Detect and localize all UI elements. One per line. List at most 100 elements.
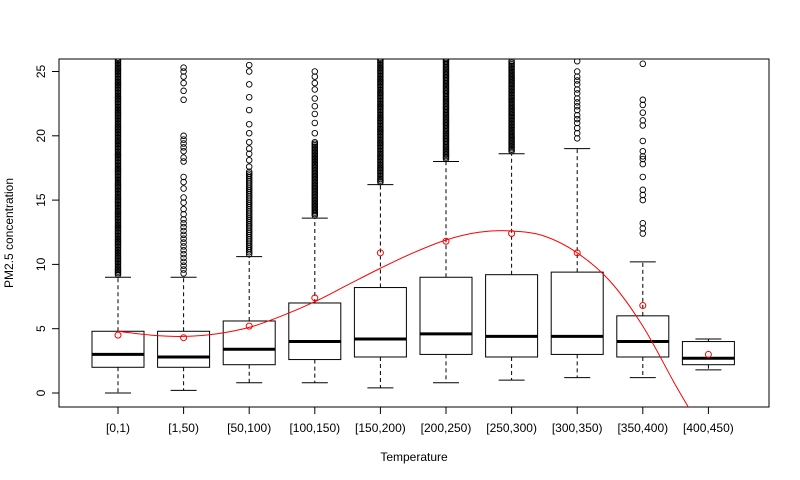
outlier-point [245, 93, 253, 101]
mean-point [376, 249, 384, 257]
outlier-point [180, 132, 187, 140]
outlier-point [180, 270, 187, 277]
outlier-point [573, 102, 581, 110]
y-tick-label: 15 [34, 193, 48, 207]
box-group [222, 61, 276, 384]
outlier-point [245, 145, 253, 152]
outlier-point [639, 230, 647, 237]
outlier-point [180, 243, 187, 250]
outlier-point [639, 147, 647, 155]
outlier-point [639, 196, 647, 204]
box-iqr [157, 330, 211, 368]
y-tick-label: 5 [34, 325, 48, 332]
outlier-point [180, 254, 187, 262]
outlier-point [573, 81, 581, 88]
outlier-point [639, 109, 647, 116]
x-tick-label: [150,200) [355, 421, 406, 435]
outlier-point [245, 168, 253, 176]
outlier-point [508, 59, 515, 65]
outlier-point [573, 115, 581, 123]
outlier-point [180, 231, 187, 239]
outlier-point [180, 194, 187, 201]
outlier-point [573, 73, 581, 80]
outlier-point [180, 239, 187, 246]
outlier-point [180, 258, 187, 266]
outlier-point [245, 129, 253, 137]
outlier-point [639, 117, 647, 124]
outlier-point [245, 170, 253, 177]
outlier-point [180, 140, 187, 147]
outlier-point [639, 191, 647, 199]
outlier-point [639, 186, 647, 194]
outlier-point [311, 119, 319, 127]
outlier-point [180, 64, 187, 71]
outlier-point [573, 135, 581, 142]
y-tick-label: 10 [34, 257, 48, 271]
outlier-point [245, 120, 253, 128]
outlier-point [573, 124, 581, 132]
outlier-point [573, 99, 581, 106]
outlier-point [180, 235, 187, 242]
outlier-point [573, 106, 581, 114]
box-group [157, 64, 211, 391]
outlier-point [245, 81, 253, 88]
outlier-point [180, 173, 187, 181]
outlier-point [311, 138, 319, 146]
outlier-point [180, 79, 187, 87]
outlier-point [245, 106, 253, 114]
box-iqr [419, 276, 473, 355]
y-tick-label: 25 [34, 65, 48, 79]
outlier-point [377, 59, 384, 62]
outlier-point [180, 147, 187, 155]
outlier-point [180, 216, 187, 223]
box-iqr [485, 274, 539, 358]
x-tick-label: [200,250) [421, 421, 472, 435]
box-group [485, 59, 539, 381]
box-iqr [288, 302, 342, 361]
y-tick-label: 0 [34, 389, 48, 396]
x-axis: [0,1) [1,50) [50,100) [100,150) [150,200) [20… [106, 406, 734, 435]
outlier-point [639, 137, 647, 145]
x-tick-label: [250,300) [486, 421, 537, 435]
box-group [288, 68, 342, 384]
outlier-point [573, 111, 581, 119]
x-axis-title: Temperature [380, 450, 448, 464]
outlier-point [180, 158, 187, 165]
outlier-point [311, 129, 319, 137]
outlier-point [311, 110, 319, 118]
box-group [550, 59, 604, 379]
outlier-point [180, 199, 187, 206]
outlier-point [180, 210, 187, 218]
outlier-point [639, 155, 647, 163]
outlier-point [311, 79, 319, 87]
box-group [419, 59, 473, 384]
outlier-point [573, 119, 581, 127]
y-axis: 0 5 10 15 20 25 [34, 65, 60, 396]
outlier-point [573, 68, 581, 75]
outlier-point [639, 96, 647, 104]
box-iqr [222, 320, 276, 366]
x-tick-label: [350,400) [617, 421, 668, 435]
outlier-point [442, 59, 450, 62]
outlier-point [245, 172, 253, 179]
outlier-point [180, 73, 187, 80]
outlier-point [180, 223, 187, 231]
outlier-point [114, 59, 122, 62]
outlier-point [311, 86, 319, 93]
outlier-point [639, 173, 647, 181]
box-iqr [91, 330, 145, 368]
trend-line [117, 230, 689, 407]
mean-point [114, 331, 122, 339]
outlier-point [180, 250, 187, 258]
outlier-point [180, 262, 187, 269]
outlier-point [180, 227, 187, 235]
outlier-point [180, 247, 187, 254]
outlier-point [245, 61, 253, 69]
outlier-point [639, 219, 647, 227]
outlier-point [639, 160, 647, 168]
outlier-point [180, 136, 187, 143]
y-axis-title: PM2.5 concentration [2, 178, 16, 288]
outlier-point [180, 68, 187, 75]
box-iqr [616, 315, 670, 358]
outlier-point [180, 219, 187, 227]
